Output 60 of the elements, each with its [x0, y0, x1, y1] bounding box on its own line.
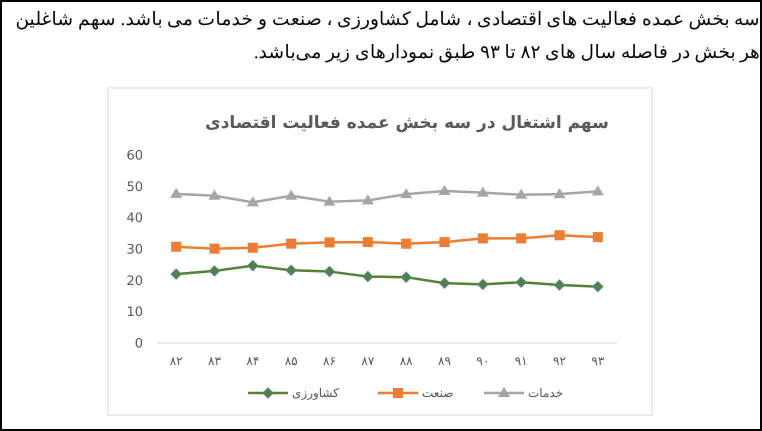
- point: [286, 238, 296, 249]
- point: [247, 260, 258, 272]
- point: [516, 233, 526, 244]
- y-tick-label: 50: [126, 180, 143, 195]
- x-tick-label: ۸۳: [208, 354, 222, 368]
- point: [401, 238, 412, 249]
- x-tick-label: ۹۲: [553, 354, 566, 368]
- point: [439, 278, 450, 289]
- point: [362, 194, 374, 204]
- point: [210, 244, 220, 254]
- point: [554, 230, 564, 240]
- point: [477, 278, 488, 290]
- point: [400, 272, 412, 283]
- y-tick-label: 0: [134, 336, 143, 352]
- point: [324, 237, 334, 248]
- y-tick-label: 10: [126, 305, 143, 320]
- point: [554, 280, 565, 291]
- point: [208, 190, 220, 200]
- legend-label: صنعت: [422, 386, 454, 400]
- x-tick-label: ۸۴: [246, 354, 260, 368]
- legend-label: کشاورزی: [292, 386, 340, 400]
- point: [592, 281, 604, 292]
- x-tick-label: ۸۹: [438, 354, 451, 368]
- point: [209, 265, 220, 276]
- point: [476, 186, 489, 197]
- text: سه بخش عمده فعالیت های اقتصادی ، شامل کشاورزی ، صنعت و خدمات می باشد. سهم شاغلین هر بخش در فاصله سال های ۸۲ تا ۹۳ طبق نمودارهای زیر می‌باشد.: [14, 9, 760, 65]
- y-tick-label: 20: [126, 274, 143, 289]
- point: [515, 188, 528, 199]
- point: [286, 264, 297, 276]
- y-tick-label: 60: [126, 148, 143, 164]
- point: [478, 233, 488, 244]
- x-tick-label: ۹۱: [514, 354, 528, 368]
- x-tick-label: ۸۶: [323, 354, 336, 368]
- legend-label: خدمات: [528, 386, 564, 400]
- y-tick-label: 30: [126, 242, 143, 258]
- point: [592, 185, 604, 196]
- x-tick-label: ۸۸: [400, 354, 414, 368]
- y-tick-label: 40: [126, 211, 143, 226]
- point: [324, 266, 335, 278]
- point: [170, 268, 182, 280]
- point: [362, 237, 373, 248]
- chart-title: سهم اشتغال در سه بخش عمده فعالیت اقتصادی: [205, 113, 609, 133]
- point: [362, 271, 374, 282]
- x-tick-label: ۸۲: [170, 354, 183, 368]
- x-tick-label: ۸۵: [284, 354, 298, 368]
- point: [324, 196, 336, 206]
- point: [554, 188, 566, 198]
- point: [285, 190, 298, 200]
- x-tick-label: ۹۳: [591, 354, 605, 368]
- point: [171, 242, 182, 252]
- point: [246, 196, 259, 206]
- point: [592, 232, 603, 242]
- x-tick-label: ۸۷: [361, 354, 375, 368]
- x-tick-label: ۹۰: [476, 354, 490, 368]
- point: [170, 188, 182, 198]
- point: [440, 237, 450, 248]
- point: [248, 242, 258, 253]
- point: [438, 185, 450, 196]
- point: [400, 188, 412, 198]
- point: [516, 276, 527, 288]
